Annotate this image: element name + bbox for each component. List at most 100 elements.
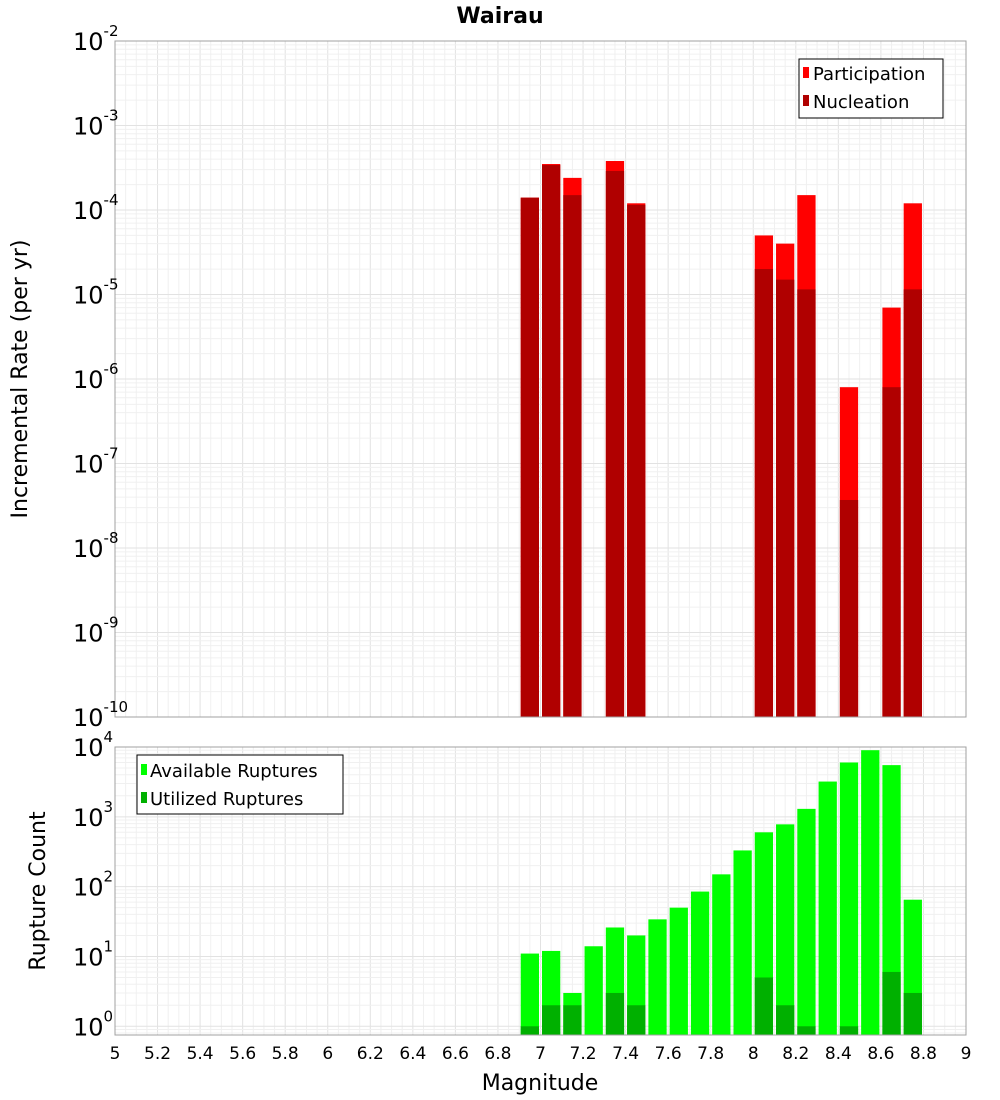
y-tick-base: 10: [73, 734, 104, 762]
y-tick-label: 10-2: [73, 22, 119, 56]
bar-utilized-ruptures: [776, 1005, 795, 1035]
y-tick-base: 10: [73, 282, 104, 310]
legend-label-participation: Participation: [813, 64, 925, 85]
y-tick-label: 10-5: [73, 276, 119, 310]
rate-y-axis-label: Incremental Rate (per yr): [8, 240, 33, 519]
x-tick-label: 6.6: [442, 1044, 469, 1064]
rate-bars: [520, 161, 922, 718]
x-tick-label: 8.2: [782, 1044, 809, 1064]
y-tick-base: 10: [73, 535, 104, 563]
y-tick-label: 100: [73, 1007, 113, 1041]
bar-nucleation: [754, 269, 774, 717]
x-tick-label: 7: [535, 1044, 546, 1064]
x-tick-label: 6: [322, 1044, 333, 1064]
bar-available-ruptures: [669, 907, 688, 1035]
bar-nucleation: [882, 387, 901, 717]
count-y-axis-label: Rupture Count: [26, 811, 51, 971]
x-tick-label: 6.4: [399, 1044, 426, 1064]
svg-text:10-5: 10-5: [73, 276, 119, 310]
count-grid: [114, 746, 967, 1035]
y-tick-base: 10: [73, 366, 104, 394]
y-tick-exponent: -5: [104, 276, 119, 294]
bar-utilized-ruptures: [797, 1026, 816, 1035]
x-axis-label: Magnitude: [482, 1071, 599, 1096]
legend-label-nucleation: Nucleation: [813, 92, 909, 113]
bar-available-ruptures: [882, 765, 901, 1035]
x-tick-label: 5.2: [144, 1044, 171, 1064]
count-legend-box: [136, 754, 344, 815]
x-tick-label: 7.2: [570, 1044, 597, 1064]
x-tick-label: 7.6: [655, 1044, 682, 1064]
y-tick-base: 10: [73, 1013, 104, 1041]
x-tick-label: 5.4: [187, 1044, 214, 1064]
y-tick-exponent: 0: [104, 1007, 114, 1025]
y-tick-exponent: 3: [104, 798, 114, 816]
legend-swatch-available-ruptures: [141, 764, 147, 775]
rate-plot-frame: [114, 40, 967, 718]
svg-text:10-10: 10-10: [73, 698, 128, 732]
bar-available-ruptures: [712, 874, 731, 1035]
x-tick-label: 9: [961, 1044, 972, 1064]
bar-available-ruptures: [690, 891, 710, 1035]
bar-utilized-ruptures: [882, 971, 901, 1035]
legend-swatch-participation: [803, 67, 809, 78]
bar-nucleation: [542, 165, 561, 717]
y-tick-base: 10: [73, 451, 104, 479]
count-bars: [520, 750, 922, 1035]
svg-text:10-6: 10-6: [73, 360, 119, 394]
svg-text:104: 104: [73, 728, 113, 762]
svg-text:10-2: 10-2: [73, 22, 119, 56]
y-tick-exponent: -10: [104, 698, 129, 716]
x-tick-label: 8.6: [867, 1044, 894, 1064]
bar-nucleation: [776, 279, 795, 717]
svg-text:10-7: 10-7: [73, 445, 119, 479]
svg-text:101: 101: [73, 937, 113, 971]
svg-text:10-4: 10-4: [73, 191, 119, 225]
bar-utilized-ruptures: [627, 1005, 646, 1035]
bar-nucleation: [839, 499, 859, 717]
bar-available-ruptures: [776, 824, 795, 1035]
y-tick-exponent: -8: [104, 529, 119, 547]
y-tick-base: 10: [73, 943, 104, 971]
svg-text:10-3: 10-3: [73, 107, 119, 141]
legend-label-utilized-ruptures: Utilized Ruptures: [150, 789, 303, 810]
y-tick-label: 10-4: [73, 191, 119, 225]
bar-nucleation: [797, 289, 816, 717]
y-tick-base: 10: [73, 113, 104, 141]
bar-available-ruptures: [861, 750, 880, 1035]
y-tick-base: 10: [73, 28, 104, 56]
y-tick-base: 10: [73, 704, 104, 732]
x-tick-label: 6.2: [357, 1044, 384, 1064]
y-tick-label: 103: [73, 798, 113, 832]
count-plot-frame: [114, 746, 967, 1036]
legend-swatch-nucleation: [803, 95, 809, 106]
y-tick-base: 10: [73, 804, 104, 832]
bar-available-ruptures: [648, 919, 667, 1035]
y-tick-exponent: -7: [104, 445, 119, 463]
bar-available-ruptures: [818, 781, 837, 1035]
x-tick-label: 8.4: [825, 1044, 852, 1064]
bar-available-ruptures: [584, 946, 603, 1035]
x-tick-label: 7.8: [697, 1044, 724, 1064]
bar-nucleation: [520, 197, 539, 718]
svg-text:10-8: 10-8: [73, 529, 119, 563]
y-tick-base: 10: [73, 620, 104, 648]
x-tick-label: 5.6: [229, 1044, 256, 1064]
y-tick-label: 10-3: [73, 107, 119, 141]
y-tick-base: 10: [73, 874, 104, 902]
bar-utilized-ruptures: [520, 1026, 539, 1035]
x-tick-label: 6.8: [484, 1044, 511, 1064]
x-tick-label: 5: [110, 1044, 121, 1064]
rate-legend-box: [798, 58, 944, 119]
y-tick-base: 10: [73, 197, 104, 225]
rate-grid: [114, 40, 967, 718]
y-tick-exponent: -4: [104, 191, 119, 209]
y-tick-label: 10-6: [73, 360, 119, 394]
bar-utilized-ruptures: [605, 992, 625, 1035]
y-tick-exponent: -9: [104, 614, 119, 632]
bar-utilized-ruptures: [903, 992, 922, 1035]
y-tick-label: 10-7: [73, 445, 119, 479]
legend-swatch-utilized-ruptures: [141, 792, 147, 803]
bar-utilized-ruptures: [754, 977, 774, 1035]
